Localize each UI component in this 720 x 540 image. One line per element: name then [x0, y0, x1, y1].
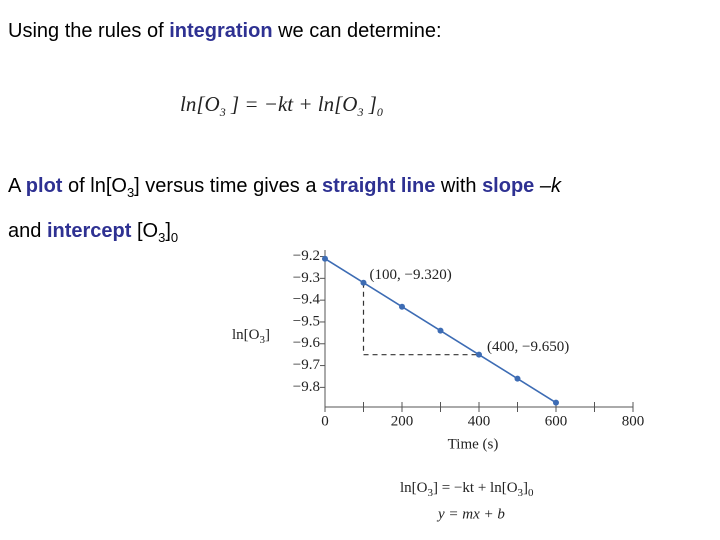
y-tick-label: −9.8 [293, 379, 320, 395]
text: –k [534, 175, 561, 197]
subscript: 0 [376, 105, 383, 120]
relation-part: ] [523, 480, 528, 496]
relation-part: ] = −kt + ln[O [433, 480, 518, 496]
subscript: 0 [170, 230, 179, 245]
text: ] versus time gives a [134, 175, 323, 197]
data-point [553, 399, 559, 406]
guide-line [362, 282, 479, 356]
text: and [8, 220, 47, 242]
annotation: (100, −9.320) [370, 267, 452, 283]
text: ] [165, 220, 171, 242]
keyword: intercept [46, 220, 132, 242]
relation-part: 0 [528, 487, 534, 499]
relation-part: 3 [518, 487, 524, 499]
text: Using the rules of [8, 20, 170, 42]
data-point [322, 255, 328, 262]
relation-part: 3 [428, 487, 434, 499]
annotation: (400, −9.650) [487, 339, 569, 355]
data-point [399, 303, 405, 310]
data-point [514, 375, 521, 382]
statement: A plot of ln[O3] versus time gives a str… [8, 175, 561, 200]
y-tick-label: −9.4 [293, 292, 321, 308]
x-tick-label: 400 [468, 413, 491, 429]
y-tick-label: −9.7 [293, 357, 321, 373]
keyword: slope [482, 175, 535, 197]
keyword: plot [25, 175, 63, 197]
x-tick-label: 600 [545, 413, 568, 429]
data-point [476, 351, 482, 358]
text: ] [363, 92, 377, 116]
relation: ln[O3] = −kt + ln[O3]0 [400, 480, 534, 498]
y-axis-title: ln[O3] [232, 327, 270, 345]
y-tick-label: −9.5 [293, 313, 320, 329]
equation: ln[O3 ] = −kt + ln[O3 ]0 [180, 92, 383, 120]
y-tick-label: −9.6 [293, 335, 321, 351]
statement: and intercept [O3]0 [8, 220, 178, 245]
subscript: 3 [219, 105, 226, 120]
text: with [435, 175, 483, 197]
text: of ln[O [62, 175, 127, 197]
x-tick-label: 800 [622, 413, 645, 429]
subscript: 3 [126, 185, 135, 200]
relation-part: ln[O [400, 480, 428, 496]
text: A [8, 175, 26, 197]
keyword: integration [169, 20, 273, 42]
relation: y = mx + b [436, 506, 505, 522]
text: ] = −kt + ln[O [225, 92, 358, 116]
y-axis-title-part: ] [265, 327, 270, 343]
y-axis-title-part: ln[O [232, 327, 260, 343]
x-axis-title: Time (s) [448, 436, 499, 452]
data-point [437, 327, 444, 334]
text: ln[O [180, 92, 220, 116]
y-tick-label: −9.2 [293, 248, 320, 264]
data-point [360, 279, 367, 286]
text: we can determine: [272, 20, 442, 42]
intro: Using the rules of integration we can de… [8, 20, 442, 43]
subscript: 3 [158, 230, 166, 245]
keyword: straight line [322, 175, 436, 197]
subscript: 3 [357, 105, 364, 120]
x-tick-label: 0 [321, 413, 329, 429]
y-axis-title-part: 3 [260, 334, 266, 346]
text: [O [131, 220, 159, 242]
x-tick-label: 200 [391, 413, 414, 429]
y-tick-label: −9.3 [293, 270, 320, 286]
